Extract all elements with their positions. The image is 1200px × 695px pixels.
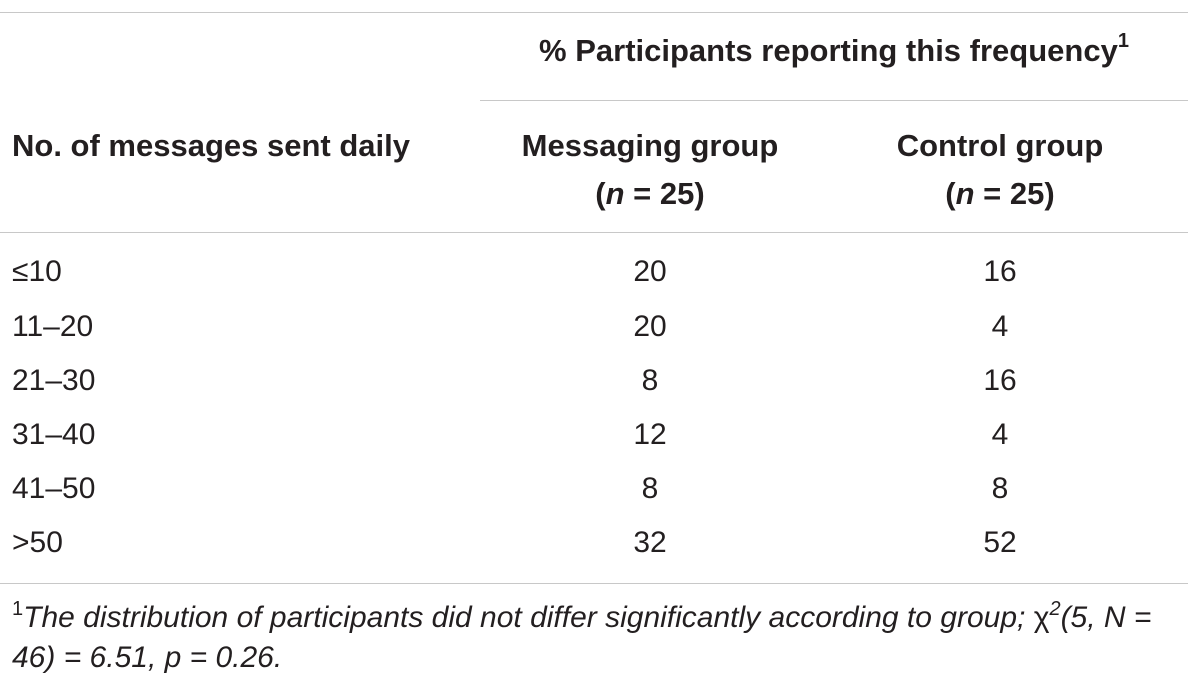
table-row: 31–40 12 4 bbox=[0, 408, 1188, 462]
messaging-value: 12 bbox=[633, 418, 667, 451]
control-value: 52 bbox=[983, 526, 1017, 559]
footnote-marker: 1 bbox=[12, 598, 24, 620]
messaging-value: 8 bbox=[641, 364, 659, 397]
messaging-value: 20 bbox=[633, 255, 667, 288]
row-label: 31–40 bbox=[12, 418, 96, 451]
messaging-group-column-header: Messaging group (n = 25) bbox=[480, 127, 820, 213]
column-spanner-header: % Participants reporting this frequency1 bbox=[480, 30, 1188, 70]
bottom-rule bbox=[0, 583, 1188, 584]
row-label: >50 bbox=[12, 526, 63, 559]
spanner-rule bbox=[480, 100, 1188, 101]
row-label: 41–50 bbox=[12, 472, 96, 505]
row-label: 21–30 bbox=[12, 364, 96, 397]
header-rule bbox=[0, 232, 1188, 233]
control-value: 8 bbox=[991, 472, 1009, 505]
top-rule bbox=[0, 12, 1188, 13]
control-group-n: (n = 25) bbox=[945, 176, 1055, 211]
spanner-footnote-marker: 1 bbox=[1117, 30, 1129, 52]
table-row: 11–20 20 4 bbox=[0, 300, 1188, 354]
table-footnote: 1The distribution of participants did no… bbox=[12, 598, 1182, 678]
chi-superscript: 2 bbox=[1049, 598, 1061, 620]
control-value: 16 bbox=[983, 255, 1017, 288]
messaging-group-name: Messaging group bbox=[521, 128, 779, 163]
category-column-header: No. of messages sent daily bbox=[12, 128, 410, 163]
messaging-value: 32 bbox=[633, 526, 667, 559]
row-label: ≤10 bbox=[12, 255, 62, 288]
table-row: ≤10 20 16 bbox=[0, 245, 1188, 299]
table-row: >50 32 52 bbox=[0, 516, 1188, 570]
control-value: 4 bbox=[991, 418, 1009, 451]
control-value: 4 bbox=[991, 310, 1009, 343]
control-value: 16 bbox=[983, 364, 1017, 397]
footnote-text-before: The distribution of participants did not… bbox=[23, 601, 1034, 634]
messaging-group-n: (n = 25) bbox=[595, 176, 705, 211]
spanner-text: % Participants reporting this frequency bbox=[539, 33, 1118, 68]
messaging-value: 8 bbox=[641, 472, 659, 505]
table-row: 41–50 8 8 bbox=[0, 462, 1188, 516]
table-row: 21–30 8 16 bbox=[0, 354, 1188, 408]
messaging-value: 20 bbox=[633, 310, 667, 343]
control-group-name: Control group bbox=[896, 128, 1104, 163]
footnote-text-after: (5, N = 46) = 6.51, p = 0.26. bbox=[12, 601, 1152, 674]
chi-symbol: χ bbox=[1033, 601, 1050, 634]
row-label: 11–20 bbox=[12, 310, 94, 343]
control-group-column-header: Control group (n = 25) bbox=[830, 127, 1170, 213]
